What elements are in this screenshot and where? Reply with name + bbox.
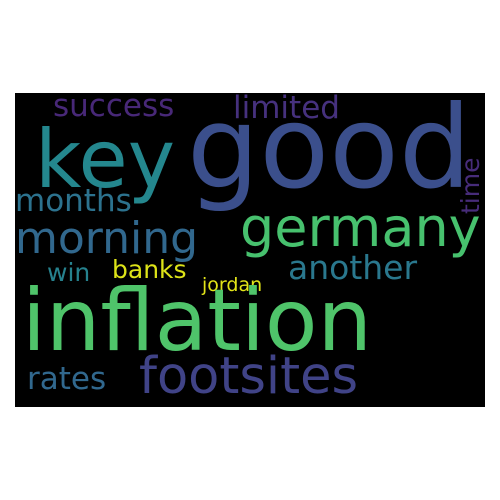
word-rates: rates bbox=[27, 361, 107, 397]
word-key: key bbox=[35, 113, 176, 206]
word-jordan: jordan bbox=[202, 274, 263, 296]
word-banks: banks bbox=[112, 255, 187, 284]
word-another: another bbox=[288, 248, 418, 287]
word-footsites: footsites bbox=[139, 347, 359, 406]
word-morning: morning bbox=[15, 213, 199, 264]
word-win: win bbox=[47, 258, 91, 287]
word-success: success bbox=[53, 93, 175, 124]
word-limited: limited bbox=[233, 93, 340, 126]
word-germany: germany bbox=[240, 196, 481, 259]
word-good: good bbox=[187, 93, 472, 214]
word-months: months bbox=[15, 183, 132, 219]
word-cloud: success limited key good time months mor… bbox=[15, 93, 485, 407]
word-inflation: inflation bbox=[22, 271, 373, 371]
